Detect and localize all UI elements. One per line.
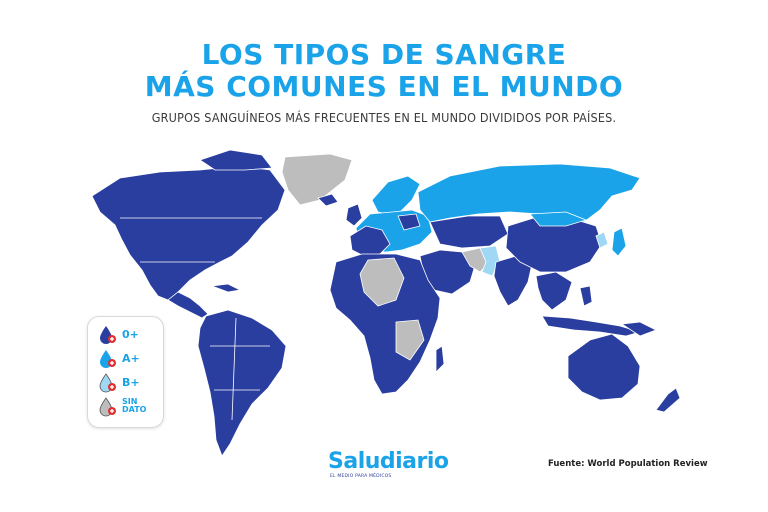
legend-item-a-positive: A+ <box>98 349 160 369</box>
region-south-america <box>197 309 287 457</box>
blood-drop-icon <box>100 326 116 344</box>
region-scandinavia <box>371 175 421 215</box>
region-north-america <box>91 165 286 301</box>
blood-drop-icon <box>100 350 116 368</box>
region-new-guinea <box>620 321 657 337</box>
region-philippines <box>579 285 593 307</box>
region-iceland <box>317 193 339 207</box>
region-australia <box>567 333 641 401</box>
legend: 0+ A+ B+ SIN DATO <box>87 316 164 428</box>
source-credit: Fuente: World Population Review <box>548 459 708 469</box>
region-africa <box>329 253 441 395</box>
region-southeast-asia <box>535 271 573 311</box>
region-madagascar <box>435 345 445 373</box>
legend-item-b-positive: B+ <box>98 373 160 393</box>
saludiario-logo: Saludiario <box>328 449 449 474</box>
region-central-america <box>167 291 209 319</box>
title-line-1: LOS TIPOS DE SANGRE <box>201 38 567 71</box>
region-mongolia <box>529 211 588 227</box>
region-africa-no-data <box>359 257 405 307</box>
logo-tagline: EL MEDIO PARA MÉDICOS <box>330 474 392 479</box>
legend-item-o-positive: 0+ <box>98 325 160 345</box>
legend-label: SIN DATO <box>122 397 147 414</box>
region-caribbean <box>211 283 242 293</box>
region-eastern-europe <box>397 213 421 231</box>
region-greenland <box>281 153 353 206</box>
region-canada-islands <box>199 149 273 171</box>
region-central-asia <box>429 215 509 249</box>
legend-item-no-data: SIN DATO <box>98 397 160 417</box>
region-western-europe <box>349 225 391 257</box>
region-africa-no-data-2 <box>395 319 425 361</box>
legend-label: A+ <box>122 352 140 365</box>
legend-label: 0+ <box>122 328 139 341</box>
blood-drop-icon <box>99 373 116 393</box>
subtitle: GRUPOS SANGUÍNEOS MÁS FRECUENTES EN EL M… <box>151 110 617 125</box>
region-new-zealand <box>655 387 681 413</box>
blood-drop-icon <box>99 397 116 417</box>
legend-label: B+ <box>122 376 140 389</box>
region-indonesia <box>541 315 642 337</box>
region-korea <box>595 231 609 249</box>
region-japan <box>611 227 627 257</box>
region-uk <box>345 203 363 227</box>
title-line-2: MÁS COMUNES EN EL MUNDO <box>144 70 624 103</box>
region-russia <box>417 163 641 223</box>
